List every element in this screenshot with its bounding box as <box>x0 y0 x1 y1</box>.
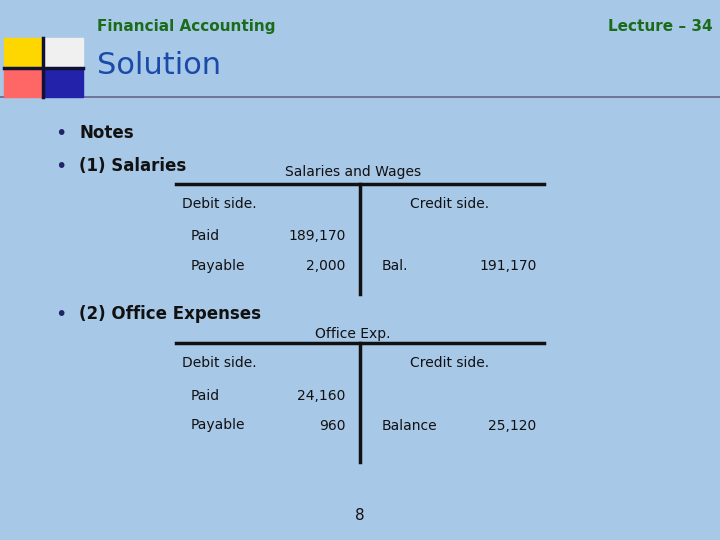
Text: 25,120: 25,120 <box>488 418 536 433</box>
Text: Credit side.: Credit side. <box>410 197 490 211</box>
Text: •: • <box>55 157 67 176</box>
Text: Solution: Solution <box>97 51 221 80</box>
Text: 189,170: 189,170 <box>288 230 346 244</box>
Text: •: • <box>55 305 67 324</box>
Text: Debit side.: Debit side. <box>182 197 257 211</box>
Text: (2) Office Expenses: (2) Office Expenses <box>79 305 261 323</box>
Bar <box>4 38 43 68</box>
Text: 960: 960 <box>319 418 346 433</box>
Text: 8: 8 <box>355 508 365 523</box>
Text: 2,000: 2,000 <box>306 259 346 273</box>
Text: 24,160: 24,160 <box>297 389 346 403</box>
Text: Paid: Paid <box>191 389 220 403</box>
Text: Payable: Payable <box>191 418 246 433</box>
Text: Paid: Paid <box>191 230 220 244</box>
Bar <box>43 68 83 97</box>
Text: Payable: Payable <box>191 259 246 273</box>
Text: Credit side.: Credit side. <box>410 356 490 370</box>
Bar <box>4 68 43 97</box>
Bar <box>43 38 83 68</box>
Text: Bal.: Bal. <box>382 259 408 273</box>
Text: Debit side.: Debit side. <box>182 356 257 370</box>
Text: Balance: Balance <box>382 418 437 433</box>
Text: 191,170: 191,170 <box>479 259 536 273</box>
Text: Financial Accounting: Financial Accounting <box>97 19 276 34</box>
Text: Office Exp.: Office Exp. <box>315 327 390 341</box>
Text: Lecture – 34: Lecture – 34 <box>608 19 713 34</box>
Text: (1) Salaries: (1) Salaries <box>79 157 186 174</box>
Text: Salaries and Wages: Salaries and Wages <box>284 165 421 179</box>
Text: Notes: Notes <box>79 124 134 142</box>
Text: •: • <box>55 124 67 143</box>
